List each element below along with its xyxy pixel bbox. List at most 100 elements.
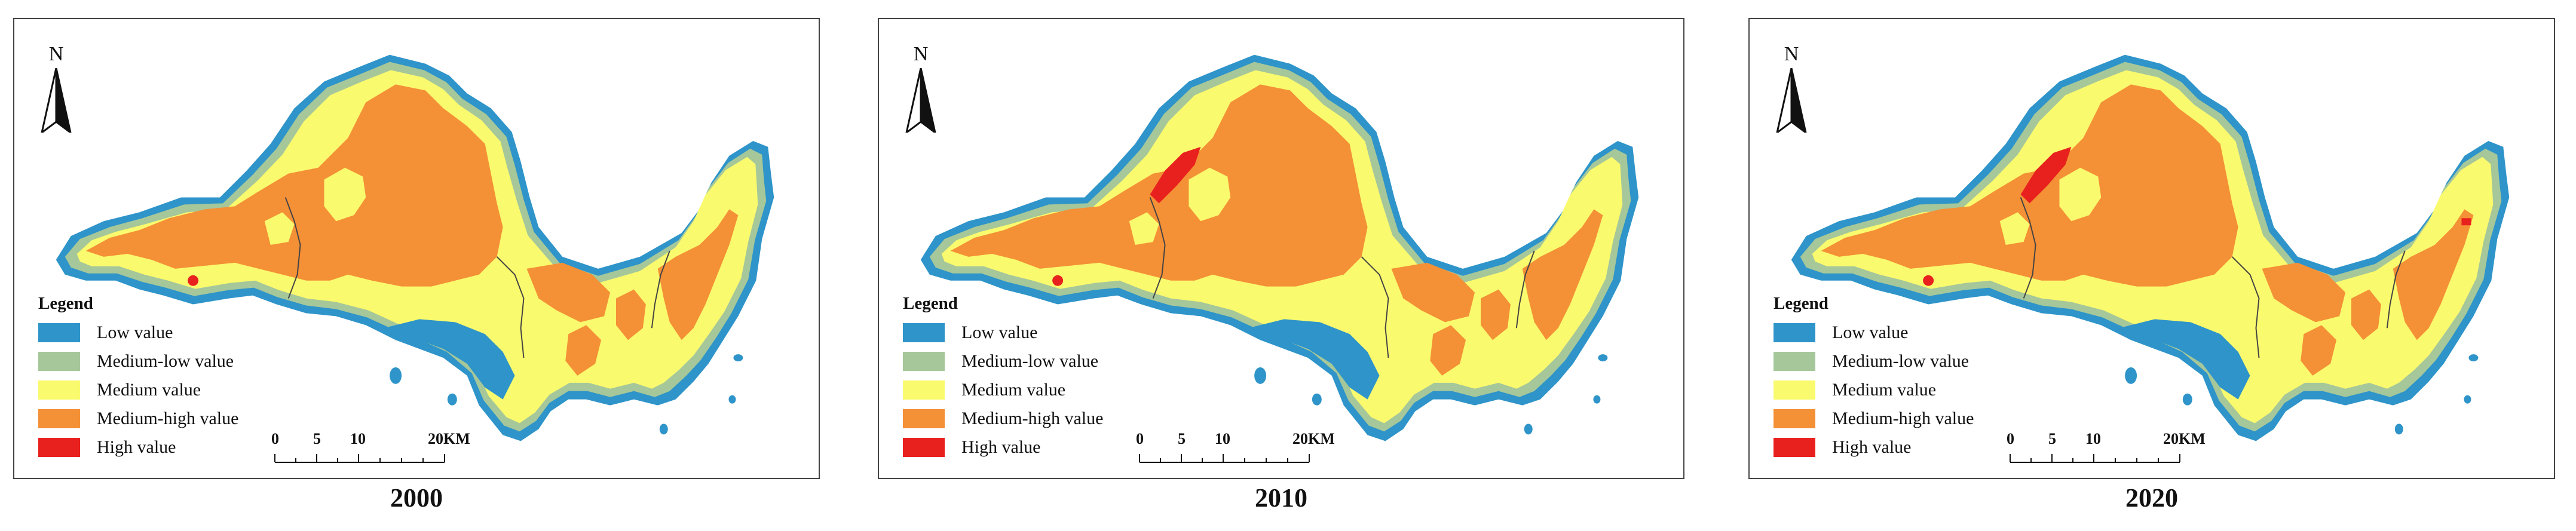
scale-tick-label: 10	[1215, 430, 1230, 447]
legend-swatch	[1774, 352, 1815, 371]
year-label: 2020	[2125, 483, 2178, 512]
map-panel: N Legend Low value Medium-low value Medium…	[13, 0, 838, 531]
region-medium-high-value	[85, 84, 503, 287]
region-medium-high-value-east	[616, 289, 646, 340]
north-label: N	[48, 43, 64, 65]
region-medium-high-value-east	[1522, 209, 1603, 340]
scale-bar: 0 5 10 20KM	[1136, 430, 1335, 472]
north-arrow-icon	[1776, 68, 1807, 133]
map-panel: N Legend Low value Medium-low value Medium…	[878, 0, 1702, 531]
legend-item: Medium-high value	[903, 404, 1103, 433]
legend: Legend Low value Medium-low value Medium v…	[903, 294, 1103, 462]
legend-label: Medium value	[961, 380, 1066, 400]
high-value-area	[1150, 146, 1201, 204]
legend: Legend Low value Medium-low value Medium v…	[38, 294, 238, 462]
legend-label: Medium-high value	[1832, 409, 1974, 428]
island	[728, 395, 736, 404]
high-value-areas	[1923, 146, 2471, 286]
legend-item: Low value	[38, 318, 238, 347]
legend-swatch	[903, 409, 945, 428]
region-medium-value-inner	[1189, 167, 1231, 222]
scale-bar-graphic	[2010, 454, 2180, 463]
north-arrow-icon	[41, 68, 72, 133]
map-frame: N Legend Low value Medium-low value Medium…	[13, 18, 820, 479]
legend-label: High value	[961, 437, 1041, 457]
region-medium-value-inner	[1999, 212, 2030, 245]
legend-swatch	[1774, 409, 1815, 428]
legend-item: Medium value	[1774, 376, 1974, 404]
high-value-area	[2461, 218, 2471, 226]
island	[447, 393, 457, 406]
legend-label: Medium-low value	[97, 351, 234, 371]
legend-swatch	[38, 323, 80, 342]
high-value-areas	[188, 275, 199, 286]
north-arrow: N	[903, 43, 939, 133]
island	[2125, 367, 2137, 384]
legend-label: Medium-low value	[961, 351, 1099, 371]
island	[659, 423, 668, 435]
region-medium-high-value-east	[565, 325, 602, 376]
legend-title: Legend	[38, 294, 93, 313]
island	[1598, 354, 1608, 362]
scale-tick-label: 10	[350, 430, 366, 447]
map-frame: N Legend Low value Medium-low value Medium…	[1748, 18, 2555, 479]
region-medium-high-value-east	[1481, 289, 1511, 340]
district-boundary	[1149, 197, 1535, 358]
legend-swatch	[1774, 323, 1815, 342]
region-medium-high-value-east	[657, 209, 739, 340]
map-panel: N Legend Low value Medium-low value Medium…	[1748, 0, 2573, 531]
legend-swatch	[38, 352, 80, 371]
scale-tick-label: 0	[2007, 430, 2014, 447]
choropleth-map	[920, 54, 1639, 441]
island	[2394, 423, 2403, 435]
scale-tick-label: 20KM	[428, 430, 470, 447]
region-medium-value-inner	[324, 167, 366, 222]
island	[1312, 393, 1322, 406]
legend-item: Medium value	[38, 376, 238, 404]
legend-label: High value	[97, 437, 176, 457]
legend-item: Medium-low value	[1774, 347, 1974, 376]
choropleth-map	[1791, 54, 2510, 441]
region-medium-value-inner	[2059, 167, 2102, 222]
island	[1254, 367, 1267, 384]
region-medium-high-value-east	[1430, 325, 1466, 376]
legend-title: Legend	[1774, 294, 1828, 313]
legend-label: Low value	[961, 323, 1038, 342]
north-arrow: N	[38, 43, 74, 133]
region-medium-high-value-east	[2351, 289, 2381, 340]
scale-tick-label: 10	[2085, 430, 2101, 447]
high-value-area	[1052, 275, 1064, 286]
legend-item: Medium-low value	[903, 347, 1103, 376]
choropleth-map	[56, 54, 774, 441]
high-value-areas	[1052, 146, 1201, 286]
island	[390, 367, 402, 384]
legend-swatch	[1774, 380, 1815, 400]
scale-tick-label: 5	[2048, 430, 2056, 447]
legend-item: High value	[38, 433, 238, 462]
scale-tick-label: 0	[271, 430, 279, 447]
scale-bar-graphic	[1139, 454, 1310, 463]
region-medium-high-value-east	[1391, 262, 1475, 323]
legend: Legend Low value Medium-low value Medium v…	[1774, 294, 1974, 462]
legend-item: Medium-low value	[38, 347, 238, 376]
region-medium-high-value-east	[2301, 325, 2337, 376]
region-medium-value-inner	[1129, 212, 1159, 245]
legend-label: Medium-high value	[961, 409, 1104, 428]
scale-tick-label: 5	[1178, 430, 1186, 447]
legend-swatch	[38, 380, 80, 400]
island	[2468, 354, 2479, 362]
island	[1524, 423, 1533, 435]
legend-item: High value	[903, 433, 1103, 462]
scale-tick-label: 20KM	[1292, 430, 1335, 447]
region-medium-high-value-east	[2262, 262, 2346, 323]
district-boundary	[2020, 197, 2406, 358]
legend-title: Legend	[903, 294, 958, 313]
year-label: 2000	[390, 483, 443, 512]
island	[733, 354, 743, 362]
legend-label: Medium-low value	[1832, 351, 1969, 371]
legend-item: Medium-high value	[1774, 404, 1974, 433]
scale-bar-graphic	[274, 454, 445, 463]
region-medium-high-value-east	[526, 262, 611, 323]
island	[1593, 395, 1601, 404]
legend-swatch	[903, 438, 945, 457]
